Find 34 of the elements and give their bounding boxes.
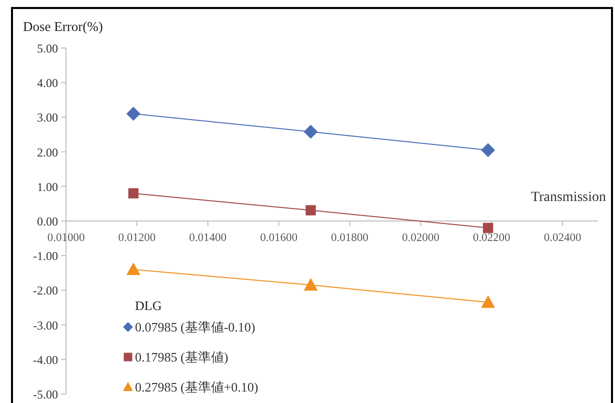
point xyxy=(481,295,496,308)
y-tick-label: -2.00 xyxy=(33,284,58,298)
point xyxy=(304,124,318,139)
point xyxy=(306,205,316,216)
point xyxy=(304,278,318,291)
y-tick-label: 5.00 xyxy=(37,42,58,56)
legend-label: 0.07985 (基準値-0.10) xyxy=(135,320,256,334)
x-tick-label: 0.02400 xyxy=(544,232,582,244)
x-tick-label: 0.02200 xyxy=(472,232,511,244)
legend-label: 0.17985 (基準値) xyxy=(135,350,228,364)
point xyxy=(126,262,140,276)
y-tick-label: -5.00 xyxy=(33,388,58,402)
y-axis-title: Dose Error(%) xyxy=(23,19,103,34)
x-tick-label: 0.01800 xyxy=(331,232,369,244)
y-tick-label: 3.00 xyxy=(37,110,58,125)
x-axis-title: Transmission xyxy=(531,190,606,205)
point xyxy=(128,188,138,198)
legend-title: DLG xyxy=(135,298,162,313)
x-tick-label: 0.01400 xyxy=(189,232,227,244)
legend-label: 0.27985 (基準値+0.10) xyxy=(135,380,258,394)
x-tick-label: 0.01000 xyxy=(47,232,85,244)
y-tick-label: 0.00 xyxy=(37,214,58,228)
y-tick-label: 1.00 xyxy=(37,180,58,194)
y-tick-label: 4.00 xyxy=(37,76,58,90)
x-tick-label: 0.01600 xyxy=(260,232,298,244)
y-tick-label: -4.00 xyxy=(33,352,58,367)
y-tick-label: -3.00 xyxy=(33,318,58,332)
point xyxy=(481,143,496,158)
x-tick-label: 0.01200 xyxy=(118,232,156,244)
y-tick-label: 2.00 xyxy=(37,145,58,160)
point xyxy=(482,222,494,234)
point xyxy=(126,106,140,121)
y-tick-label: -1.00 xyxy=(33,249,58,264)
x-tick-label: 0.02000 xyxy=(402,232,440,244)
